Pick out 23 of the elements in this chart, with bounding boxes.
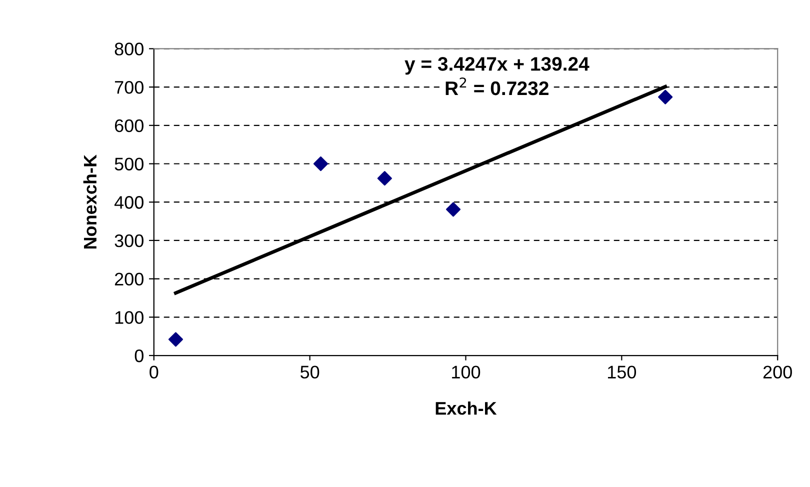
point	[446, 202, 461, 217]
y-tick-label: 400	[114, 196, 144, 209]
x-tick-label: 0	[150, 366, 158, 378]
y-axis-title: Nonexch-K	[83, 154, 97, 249]
y-tick-label: 200	[114, 272, 144, 286]
x-tick-label: 100	[452, 366, 480, 378]
x-axis-title: Exch-K	[436, 402, 497, 415]
y-tick-label: 300	[114, 234, 144, 248]
x-tick-label: 150	[608, 366, 636, 378]
y-tick-label: 700	[114, 80, 144, 94]
y-tick-label: 0	[134, 349, 144, 362]
point	[313, 156, 328, 172]
point	[658, 90, 673, 104]
annotation: y = 3.4247x + 139.24	[404, 57, 590, 75]
x-tick-label: 200	[763, 366, 792, 378]
y-tick-label: 500	[114, 158, 144, 170]
point	[168, 332, 184, 347]
x-tick-label: 50	[300, 366, 320, 378]
annotation: R$^{2}$ = 0.7232	[446, 77, 548, 96]
y-tick-label: 600	[114, 119, 144, 132]
y-tick-label: 800	[114, 42, 144, 56]
point	[377, 171, 392, 186]
y-tick-label: 100	[115, 311, 144, 324]
